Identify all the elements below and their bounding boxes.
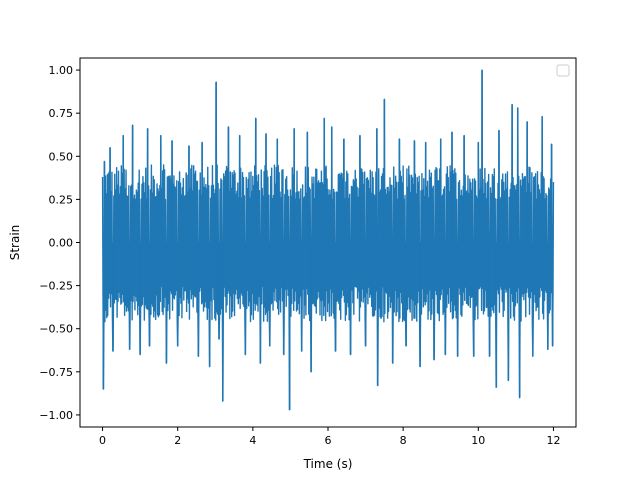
series-layer [101,69,555,411]
y-tick-label: 0.25 [49,193,74,206]
y-tick-label: 0.00 [49,237,74,250]
y-tick-label: 0.75 [49,107,74,120]
x-tick-label: 10 [471,434,485,447]
x-tick-label: 12 [546,434,560,447]
y-tick-label: −0.25 [39,280,73,293]
y-tick-label: −0.50 [39,323,73,336]
y-axis: −1.00 −0.75 −0.50 −0.25 0.00 0.25 0.50 0.75 1.00 [39,64,80,422]
x-tick-label: 8 [400,434,407,447]
x-axis: 0 2 4 6 8 10 12 [99,427,560,447]
x-axis-label: Time (s) [303,457,353,471]
legend-box [556,64,570,77]
x-tick-label: 0 [99,434,106,447]
x-tick-label: 6 [325,434,332,447]
y-axis-label: Strain [8,225,22,261]
x-tick-label: 4 [249,434,256,447]
x-tick-label: 2 [174,434,181,447]
series-line [101,69,555,411]
y-tick-label: 1.00 [49,64,74,77]
y-tick-label: −0.75 [39,366,73,379]
y-tick-label: −1.00 [39,409,73,422]
y-tick-label: 0.50 [49,150,74,163]
